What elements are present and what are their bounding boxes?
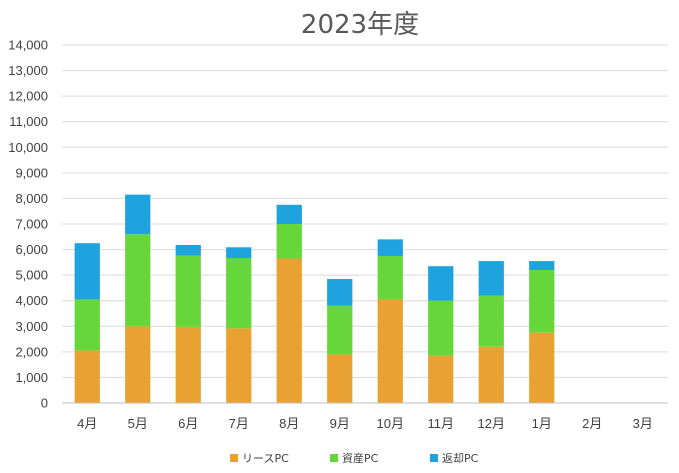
- bar-segment: [74, 299, 100, 351]
- bar-segment: [529, 261, 555, 271]
- bar-segment: [125, 326, 151, 403]
- legend-swatch: [430, 454, 438, 462]
- x-axis-tick-labels: 4月 5月 6月 7月 8月 9月 10月 11月 12月 1月 2月 3月: [77, 416, 653, 431]
- bar-segment: [226, 328, 252, 403]
- bar-segment: [377, 255, 403, 300]
- y-tick-label: 9,000: [15, 165, 48, 180]
- bar-segment: [226, 247, 252, 259]
- x-tick-label: 7月: [229, 416, 249, 431]
- x-tick-label: 4月: [77, 416, 97, 431]
- legend-label: 資産PC: [342, 452, 379, 465]
- x-tick-label: 8月: [279, 416, 299, 431]
- y-tick-label: 3,000: [15, 319, 48, 334]
- chart-title: 2023年度: [301, 10, 419, 40]
- legend-swatch: [330, 454, 338, 462]
- legend: リースPC 資産PC 返却PC: [230, 452, 479, 465]
- y-tick-label: 6,000: [15, 242, 48, 257]
- legend-swatch: [230, 454, 238, 462]
- y-tick-label: 5,000: [15, 268, 48, 283]
- legend-label: 返却PC: [442, 452, 479, 465]
- bar-segment: [327, 278, 353, 306]
- bars: [74, 194, 555, 403]
- gridlines: [62, 44, 668, 378]
- bar-segment: [125, 234, 151, 327]
- bar-segment: [327, 305, 353, 355]
- bar-segment: [125, 194, 151, 235]
- bar-segment: [175, 244, 201, 256]
- bar-segment: [428, 266, 454, 301]
- bar-segment: [529, 270, 555, 333]
- y-tick-label: 2,000: [15, 344, 48, 359]
- bar-segment: [276, 258, 302, 403]
- x-tick-label: 5月: [128, 416, 148, 431]
- legend-item: 資産PC: [330, 452, 379, 465]
- y-tick-label: 0: [41, 396, 48, 411]
- bar-segment: [175, 255, 201, 327]
- legend-item: リースPC: [230, 452, 289, 465]
- bar-segment: [226, 258, 252, 329]
- y-tick-label: 11,000: [9, 114, 48, 129]
- bar-segment: [428, 300, 454, 356]
- x-tick-label: 11月: [428, 416, 455, 431]
- bar-segment: [74, 243, 100, 300]
- bar-segment: [478, 295, 504, 347]
- x-tick-label: 10月: [377, 416, 404, 431]
- y-tick-label: 8,000: [15, 191, 48, 206]
- legend-item: 返却PC: [430, 452, 479, 465]
- bar-segment: [74, 350, 100, 403]
- bar-segment: [327, 354, 353, 403]
- y-tick-label: 1,000: [15, 370, 48, 385]
- x-tick-label: 12月: [478, 416, 505, 431]
- bar-segment: [276, 204, 302, 224]
- x-tick-label: 3月: [633, 416, 653, 431]
- legend-label: リースPC: [242, 452, 289, 465]
- x-tick-label: 6月: [178, 416, 198, 431]
- y-tick-label: 7,000: [15, 217, 48, 232]
- bar-segment: [377, 299, 403, 403]
- bar-segment: [478, 261, 504, 296]
- y-tick-label: 14,000: [8, 38, 48, 53]
- y-tick-label: 4,000: [15, 293, 48, 308]
- x-tick-label: 9月: [330, 416, 350, 431]
- bar-segment: [428, 355, 454, 403]
- bar-segment: [175, 326, 201, 403]
- x-tick-label: 2月: [582, 416, 602, 431]
- y-tick-label: 10,000: [8, 140, 48, 155]
- y-tick-label: 12,000: [8, 89, 48, 104]
- bar-segment: [377, 239, 403, 256]
- bar-segment: [478, 346, 504, 403]
- y-axis-tick-labels: 0 1,000 2,000 3,000 4,000 5,000 6,000 7,000 8,00…: [8, 38, 48, 411]
- bar-segment: [276, 224, 302, 259]
- x-tick-label: 1月: [532, 416, 552, 431]
- bar-segment: [529, 332, 555, 403]
- y-tick-label: 13,000: [8, 63, 48, 78]
